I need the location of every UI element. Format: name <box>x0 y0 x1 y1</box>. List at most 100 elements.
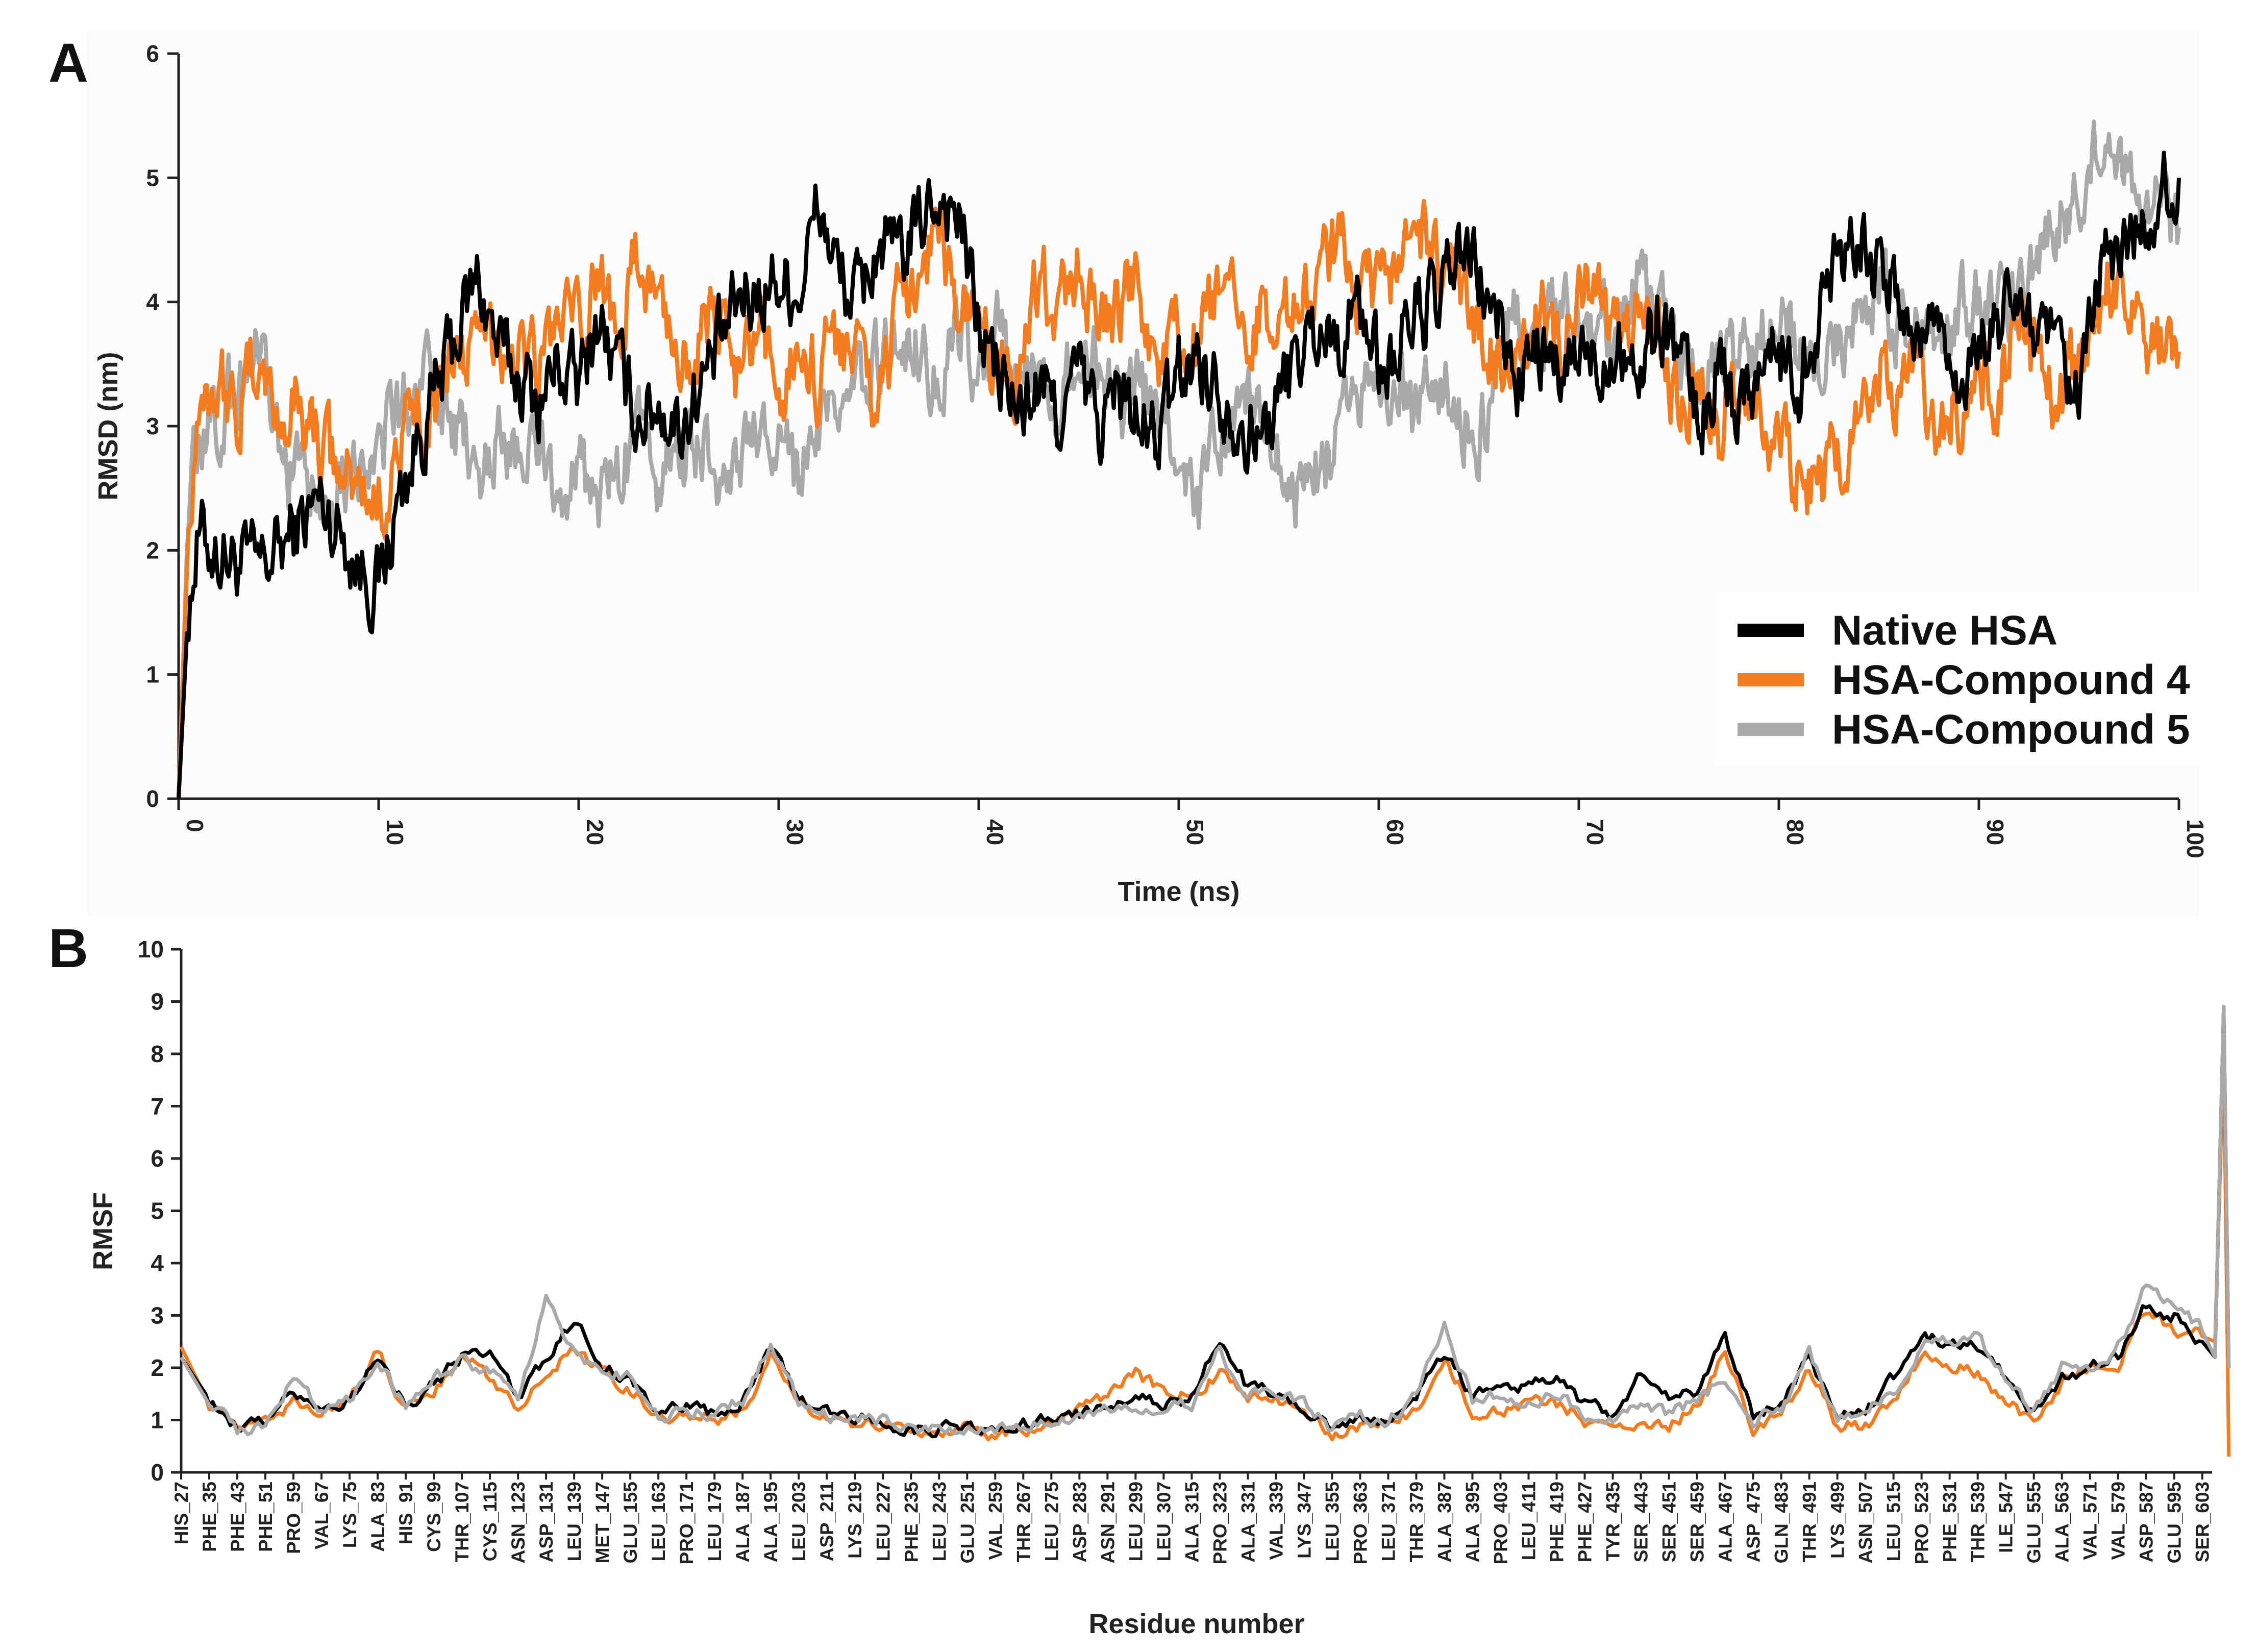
y-tick-label-2: 2 <box>146 537 159 563</box>
residue-label-asp-587: ASP_587 <box>2136 1482 2157 1562</box>
residue-label-phe-235: PHE_235 <box>901 1482 922 1562</box>
residue-label-asn-123: ASN_123 <box>508 1482 529 1563</box>
residue-label-leu-515: LEU_515 <box>1883 1482 1904 1561</box>
residue-label-lys-75: LYS_75 <box>339 1482 360 1548</box>
residue-label-ala-187: ALA_187 <box>732 1482 753 1562</box>
y-tick-label-5: 5 <box>146 164 159 191</box>
x-tick-label-100: 100 <box>2182 819 2209 858</box>
residue-label-ile-547: ILE_547 <box>1996 1482 2017 1553</box>
residue-label-ser-451: SER_451 <box>1659 1482 1680 1562</box>
b-y-tick-label-2: 2 <box>151 1354 164 1381</box>
residue-label-glu-555: GLU_555 <box>2024 1482 2045 1563</box>
panel-b-label: B <box>48 917 88 979</box>
residue-label-asp-131: ASP_131 <box>536 1482 557 1562</box>
panel-a-x-axis-title: Time (ns) <box>1118 876 1239 907</box>
residue-label-phe-427: PHE_427 <box>1575 1482 1596 1562</box>
residue-label-ala-83: ALA_83 <box>367 1482 388 1552</box>
residue-label-asn-291: ASN_291 <box>1097 1482 1118 1563</box>
x-tick-label-40: 40 <box>982 819 1008 845</box>
residue-label-ala-315: ALA_315 <box>1181 1482 1202 1562</box>
residue-label-leu-411: LEU_411 <box>1518 1482 1539 1560</box>
b-y-tick-label-3: 3 <box>151 1302 164 1329</box>
residue-label-pro-59: PRO_59 <box>283 1482 304 1554</box>
residue-label-lys-499: LYS_499 <box>1827 1482 1848 1559</box>
residue-label-pro-363: PRO_363 <box>1350 1482 1371 1565</box>
residue-label-his-27: HIS_27 <box>171 1482 192 1544</box>
legend-label-hsa-compound-4: HSA-Compound 4 <box>1832 657 2190 703</box>
residue-label-leu-163: LEU_163 <box>648 1482 669 1561</box>
b-y-tick-label-1: 1 <box>151 1407 164 1434</box>
residue-label-leu-179: LEU_179 <box>704 1482 725 1561</box>
residue-label-asp-475: ASP_475 <box>1743 1482 1764 1562</box>
x-tick-label-60: 60 <box>1382 819 1408 845</box>
residue-label-ala-395: ALA_395 <box>1462 1482 1483 1562</box>
residue-label-leu-299: LEU_299 <box>1125 1482 1146 1561</box>
y-tick-label-6: 6 <box>146 40 159 67</box>
residue-label-leu-139: LEU_139 <box>564 1482 585 1561</box>
residue-label-ala-467: ALA_467 <box>1715 1482 1736 1562</box>
residue-label-leu-371: LEU_371 <box>1378 1482 1399 1561</box>
residue-label-glu-155: GLU_155 <box>620 1482 641 1563</box>
legend-label-native-hsa: Native HSA <box>1832 607 2057 654</box>
x-tick-label-80: 80 <box>1782 819 1808 845</box>
residue-label-asp-211: ASP_211 <box>816 1482 837 1561</box>
x-tick-label-50: 50 <box>1182 819 1208 845</box>
rmsf-series-hsa-compound-4 <box>179 1052 2231 1457</box>
residue-label-ala-563: ALA_563 <box>2052 1482 2073 1562</box>
residue-label-met-147: MET_147 <box>592 1482 613 1563</box>
b-y-tick-label-10: 10 <box>138 936 164 963</box>
residue-label-val-571: VAL_571 <box>2080 1482 2101 1560</box>
panel-b: B 0 1 2 3 4 5 6 7 8 9 10 HIS_27 PHE_35 PHE_43 PHE_51 P… <box>48 917 2231 1639</box>
residue-label-thr-267: THR_267 <box>1013 1482 1034 1562</box>
x-tick-label-30: 30 <box>782 819 808 845</box>
residue-label-phe-35: PHE_35 <box>199 1482 220 1552</box>
x-tick-label-90: 90 <box>1982 819 2008 845</box>
rmsf-series-hsa-compound-5 <box>179 1005 2231 1437</box>
residue-label-asn-507: ASN_507 <box>1855 1482 1876 1563</box>
residue-label-ala-387: ALA_387 <box>1434 1482 1455 1562</box>
residue-label-asp-283: ASP_283 <box>1069 1482 1090 1562</box>
x-tick-label-10: 10 <box>382 819 408 845</box>
panel-a-series <box>177 119 2181 799</box>
b-y-tick-label-0: 0 <box>151 1459 164 1486</box>
residue-label-thr-107: THR_107 <box>452 1482 473 1562</box>
residue-label-ala-331: ALA_331 <box>1237 1482 1258 1562</box>
residue-label-ser-603: SER_603 <box>2192 1482 2213 1562</box>
panel-b-y-axis-title: RMSF <box>88 1192 118 1270</box>
x-tick-label-20: 20 <box>582 819 608 845</box>
b-y-tick-label-9: 9 <box>151 989 164 1015</box>
residue-label-lys-219: LYS_219 <box>845 1482 865 1559</box>
residue-label-phe-531: PHE_531 <box>1940 1482 1961 1562</box>
b-y-tick-label-8: 8 <box>151 1041 164 1067</box>
b-y-tick-label-6: 6 <box>151 1145 164 1172</box>
residue-label-ala-195: ALA_195 <box>760 1482 781 1562</box>
series-native-hsa <box>177 151 2181 799</box>
b-y-tick-label-7: 7 <box>151 1093 164 1120</box>
x-tick-label-0: 0 <box>182 819 208 832</box>
residue-label-thr-539: THR_539 <box>1968 1482 1989 1562</box>
residue-label-phe-419: PHE_419 <box>1547 1482 1568 1562</box>
residue-label-phe-43: PHE_43 <box>227 1482 248 1552</box>
y-tick-label-4: 4 <box>146 289 159 315</box>
residue-label-val-579: VAL_579 <box>2108 1482 2129 1560</box>
residue-label-val-259: VAL_259 <box>985 1482 1006 1560</box>
residue-label-pro-523: PRO_523 <box>1912 1482 1932 1565</box>
residue-label-thr-379: THR_379 <box>1406 1482 1427 1562</box>
y-tick-label-1: 1 <box>146 661 159 688</box>
residue-label-val-67: VAL_67 <box>311 1482 332 1549</box>
y-tick-label-3: 3 <box>146 413 159 439</box>
residue-label-cys-99: CYS_99 <box>424 1482 444 1552</box>
residue-label-tyr-435: TYR_435 <box>1603 1482 1624 1561</box>
residue-label-val-339: VAL_339 <box>1266 1482 1286 1560</box>
series-hsa-compound-5 <box>177 119 2181 799</box>
residue-label-leu-227: LEU_227 <box>873 1482 894 1561</box>
residue-label-phe-51: PHE_51 <box>255 1482 276 1552</box>
panel-b-x-axis-title: Residue number <box>1088 1609 1304 1639</box>
residue-label-lys-347: LYS_347 <box>1294 1482 1314 1559</box>
panel-b-residue-labels: HIS_27 PHE_35 PHE_43 PHE_51 PRO_59 VAL_67 LYS_… <box>171 1472 2213 1565</box>
residue-label-thr-491: THR_491 <box>1799 1482 1820 1562</box>
residue-label-his-91: HIS_91 <box>395 1482 416 1544</box>
